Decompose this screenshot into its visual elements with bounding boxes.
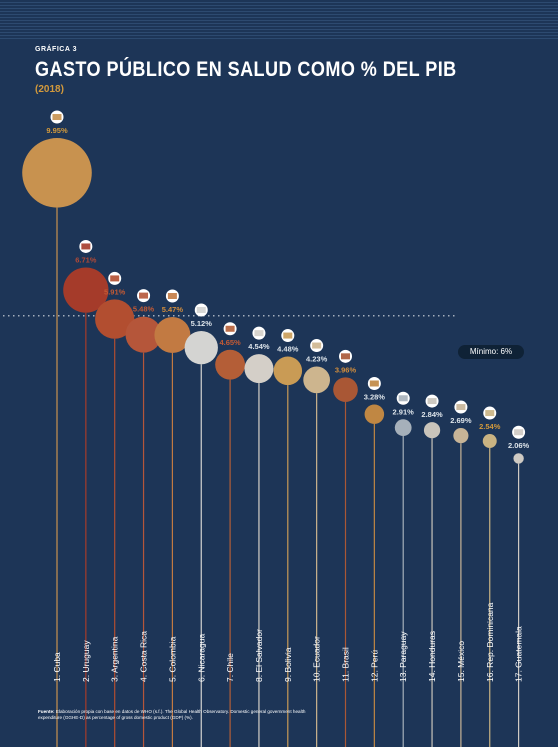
bubble-6 — [184, 330, 218, 365]
bubble-1 — [22, 138, 92, 208]
value-label: 5.91% — [104, 287, 126, 296]
value-label: 2.54% — [479, 422, 501, 431]
value-label: 2.84% — [421, 410, 443, 419]
bubble-9 — [273, 356, 303, 386]
bubble-16 — [482, 434, 497, 449]
honduras-flag-stripe — [427, 398, 437, 405]
category-label: 2. Uruguay — [81, 640, 91, 682]
reference-line-label: Mínimo: 6% — [458, 345, 524, 359]
bubble-13 — [394, 419, 412, 437]
bubble-2 — [63, 267, 109, 313]
category-label: 4. Costa Rica — [139, 631, 149, 682]
peru-flag-stripe — [369, 380, 379, 387]
value-label: 5.12% — [191, 319, 213, 328]
bubble-14 — [423, 422, 441, 439]
argentina-flag-stripe — [110, 275, 120, 282]
chart-title: GASTO PÚBLICO EN SALUD COMO % DEL PIB — [35, 58, 457, 81]
bubble-10 — [303, 366, 330, 394]
value-label: 4.54% — [248, 342, 270, 351]
bolivia-flag-stripe — [283, 332, 293, 339]
category-label: 11. Brasil — [341, 647, 351, 682]
value-label: 4.65% — [219, 338, 241, 347]
bubble-3 — [95, 299, 135, 339]
value-label: 5.48% — [133, 305, 155, 314]
category-label: 6. Nicaragua — [196, 634, 206, 682]
el-salvador-flag-stripe — [254, 330, 264, 337]
ecuador-flag-stripe — [312, 342, 322, 349]
mexico-flag-stripe — [456, 404, 466, 411]
category-label: 14. Honduras — [427, 631, 437, 682]
bubble-5 — [154, 316, 191, 353]
value-label: 2.91% — [393, 407, 415, 416]
guatemala-flag-stripe — [514, 429, 524, 436]
paraguay-flag-stripe — [398, 395, 408, 402]
category-label: 13. Paraguay — [398, 631, 408, 682]
value-label: 3.28% — [364, 392, 386, 401]
value-label: 2.69% — [450, 416, 472, 425]
source-text: Elaboración propia con base en datos de … — [38, 709, 306, 720]
category-label: 7. Chile — [225, 653, 235, 682]
category-label: 3. Argentina — [110, 636, 120, 682]
value-label: 3.96% — [335, 365, 357, 374]
bubble-8 — [244, 354, 274, 384]
category-label: 8. El Salvador — [254, 629, 264, 682]
bubble-15 — [453, 428, 469, 444]
category-label: 5. Colombia — [167, 636, 177, 682]
value-label: 2.06% — [508, 441, 530, 450]
bubble-4 — [125, 316, 162, 353]
category-label: 16. Rep. Dominicana — [485, 602, 495, 682]
chart-kicker: GRÁFICA 3 — [35, 46, 77, 53]
source-note: Fuente: Elaboración propia con base en d… — [38, 709, 308, 721]
category-label: 12. Perú — [369, 650, 379, 682]
costa-rica-flag-stripe — [139, 292, 149, 299]
value-label: 4.23% — [306, 355, 328, 364]
value-label: 5.47% — [162, 305, 184, 314]
uruguay-flag-stripe — [81, 243, 91, 250]
rep-dominicana-flag-stripe — [485, 410, 495, 417]
value-label: 6.71% — [75, 255, 97, 264]
chart-subtitle: (2018) — [35, 84, 64, 95]
category-label: 17. Guatemala — [514, 626, 524, 682]
category-label: 1. Cuba — [52, 652, 62, 682]
bubble-7 — [215, 349, 246, 380]
category-label: 15. México — [456, 641, 466, 682]
category-label: 10. Ecuador — [312, 636, 322, 682]
bubble-11 — [333, 377, 358, 402]
source-label: Fuente: — [38, 709, 55, 714]
header-stripes — [0, 0, 558, 40]
bubble-12 — [364, 404, 385, 425]
value-label: 9.95% — [46, 126, 68, 135]
brasil-flag-stripe — [341, 353, 350, 360]
category-label: 9. Bolivia — [283, 647, 293, 682]
bubble-17 — [513, 453, 524, 464]
cuba-flag-stripe — [52, 114, 62, 121]
chile-flag-stripe — [225, 325, 235, 332]
colombia-flag-stripe — [167, 292, 177, 299]
nicaragua-flag-stripe — [196, 306, 206, 313]
value-label: 4.48% — [277, 345, 299, 354]
